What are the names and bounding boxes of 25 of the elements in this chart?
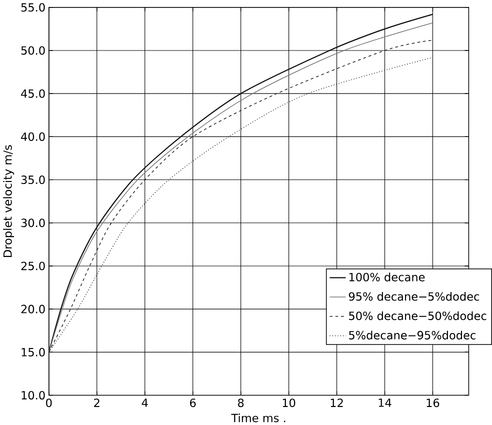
y-axis-title: Droplet velocity m/s [3, 144, 14, 257]
y-tick-label: 20.0 [21, 304, 45, 314]
y-tick-label: 50.0 [21, 46, 45, 55]
x-tick-label: 2 [94, 398, 100, 407]
y-tick-label: 55.0 [21, 2, 45, 12]
x-axis-title: Time ms . [231, 413, 286, 422]
y-tick-label: 10.0 [22, 390, 45, 400]
y-tick-label: 35.0 [21, 175, 45, 184]
y-tick-label: 45.0 [21, 89, 45, 98]
y-tick-label: 30.0 [21, 218, 45, 227]
legend-label: 5%decane−95%dodec [349, 330, 476, 340]
x-tick-label: 8 [238, 398, 244, 407]
legend-label: 95% decane−5%dodec [348, 292, 480, 301]
y-tick-label: 15.0 [22, 348, 45, 356]
legend-label: 50% decane−50%dodec [349, 311, 486, 320]
x-tick-label: 16 [426, 398, 440, 407]
x-tick-label: 10 [282, 398, 296, 407]
legend-label: 100% decane [349, 272, 425, 282]
x-tick-label: 12 [330, 398, 343, 407]
x-tick-label: 4 [142, 398, 148, 407]
x-tick-label: 6 [190, 398, 196, 407]
x-tick-label: 14 [378, 398, 392, 407]
y-tick-label: 25.0 [21, 262, 45, 270]
x-tick-label: 0 [46, 398, 52, 407]
y-tick-label: 40.0 [21, 132, 45, 141]
